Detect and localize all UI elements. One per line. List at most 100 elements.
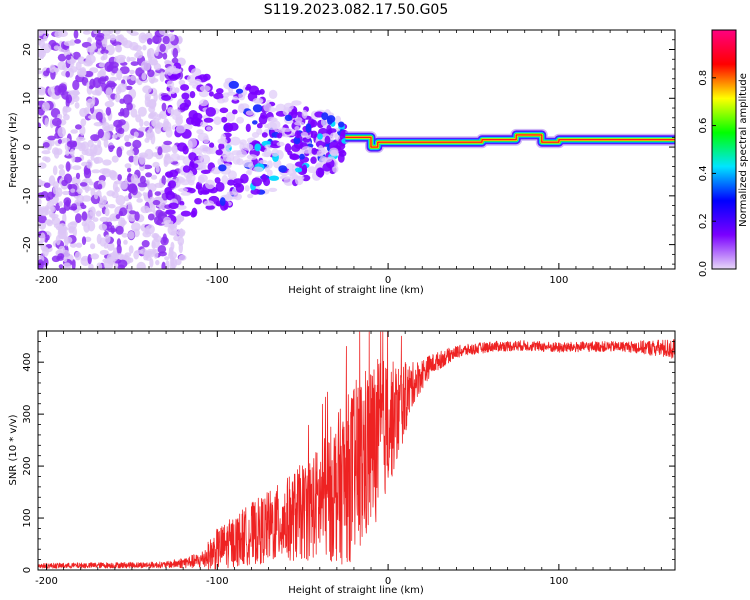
- spectrogram-transition-blob: [270, 117, 278, 123]
- spectrogram-noise-blob: [38, 198, 42, 206]
- spectrogram-noise-blob: [157, 245, 167, 254]
- spectrogram-noise-blob: [111, 155, 119, 163]
- spectrogram-transition-blob: [247, 193, 254, 199]
- spectrogram-transition-blob: [190, 68, 202, 77]
- spectrogram-transition-blob: [225, 111, 236, 122]
- spectrogram-transition-blob: [305, 123, 312, 133]
- spectrogram-noise-blob: [154, 49, 159, 57]
- spectrogram-noise-blob: [95, 210, 102, 217]
- spectrogram-transition-blob: [252, 120, 258, 125]
- spectrogram-noise-blob: [82, 30, 91, 35]
- spectrogram-noise-blob: [140, 205, 150, 214]
- spectrogram-transition-blob: [258, 159, 268, 164]
- spectrogram-transition-blob: [181, 92, 190, 100]
- spectrogram-transition-blob: [253, 166, 264, 173]
- spectrogram-noise-blob: [128, 155, 135, 163]
- spectrogram-noise-blob: [135, 78, 140, 83]
- spectrogram-noise-blob: [152, 35, 162, 45]
- spectrogram-noise-blob: [147, 213, 155, 221]
- spectrogram-transition-blob: [199, 162, 207, 171]
- spectrogram-transition-blob: [161, 94, 172, 101]
- spectrogram-noise-blob: [89, 78, 96, 89]
- spectrogram-noise-blob: [40, 232, 46, 243]
- spectrogram-noise-blob: [90, 243, 96, 250]
- spectrogram-transition-blob: [220, 133, 226, 143]
- spectrogram-transition-blob: [317, 133, 323, 140]
- spectrogram-noise-blob: [58, 164, 65, 170]
- spectrogram-noise-blob: [159, 71, 165, 82]
- spectrogram-noise-blob: [145, 130, 151, 141]
- spectrogram-noise-blob: [105, 106, 112, 116]
- spectrogram-transition-blob: [196, 129, 204, 135]
- spectrogram-transition-blob: [198, 153, 204, 162]
- spectrogram-transition-blob: [199, 99, 209, 107]
- spectrogram-noise-blob: [129, 210, 136, 215]
- spectrogram-noise-blob: [95, 111, 103, 121]
- spectrogram-noise-blob: [53, 45, 60, 50]
- spectrogram-noise-blob: [164, 59, 171, 65]
- spectrogram-transition-blob: [214, 177, 221, 184]
- snr-series-line: [38, 331, 675, 570]
- spectrogram-transition-blob: [202, 135, 210, 144]
- spectrogram-noise-blob: [118, 111, 125, 117]
- spectrogram-noise-blob: [47, 191, 54, 200]
- spectrogram-noise-blob: [104, 208, 110, 217]
- spectrogram-noise-blob: [157, 113, 162, 121]
- colorbar-tick-label: 0.6: [698, 118, 709, 134]
- spectrogram-xtick-label: -100: [206, 275, 229, 286]
- spectrogram-noise-blob: [58, 168, 66, 177]
- spectrogram-noise-blob: [147, 47, 155, 59]
- spectrogram-transition-blob: [186, 75, 198, 83]
- spectrogram-noise-blob: [128, 245, 134, 254]
- spectrogram-noise-blob: [154, 191, 161, 197]
- spectrogram-noise-blob: [159, 43, 166, 53]
- spectrogram-noise-blob: [131, 222, 141, 232]
- spectrogram-transition-blob: [198, 90, 209, 98]
- spectrogram-noise-blob: [63, 40, 74, 47]
- spectrogram-noise-blob: [51, 216, 61, 226]
- spectrogram-transition-blob: [318, 145, 324, 153]
- spectrogram-noise-blob: [124, 252, 132, 257]
- spectrogram-noise-blob: [169, 246, 174, 253]
- spectrogram-noise-blob: [75, 136, 86, 142]
- spectrogram-noise-blob: [90, 253, 100, 260]
- spectrogram-xlabel: Height of straight line (km): [288, 285, 424, 296]
- spectrogram-transition-blob: [246, 83, 252, 91]
- spectrogram-noise-blob: [97, 128, 104, 139]
- spectrogram-transition-blob: [285, 163, 295, 170]
- spectrogram-transition-blob: [169, 169, 179, 178]
- spectrogram-noise-blob: [117, 174, 122, 181]
- spectrogram-noise-blob: [124, 141, 132, 147]
- spectrogram-transition-blob: [168, 202, 179, 210]
- spectrogram-transition-blob: [321, 112, 329, 121]
- spectrogram-noise-blob: [150, 174, 158, 180]
- spectrogram-noise-blob: [172, 47, 179, 59]
- spectrogram-noise-blob: [146, 38, 153, 45]
- spectrogram-noise-blob: [114, 92, 121, 103]
- spectrogram-noise-blob: [74, 102, 80, 109]
- spectrogram-transition-blob: [171, 144, 178, 154]
- spectrogram-transition-blob: [217, 158, 224, 166]
- snr-xlabel: Height of straight line (km): [288, 585, 424, 596]
- spectrogram-transition-blob: [205, 205, 215, 210]
- spectrogram-noise-blob: [43, 34, 48, 42]
- spectrogram-transition-blob: [263, 102, 272, 112]
- spectrogram-ytick-label: 10: [22, 92, 33, 105]
- spectrogram-noise-blob: [83, 107, 91, 115]
- spectrogram-frame: [37, 29, 676, 270]
- spectrogram-noise-blob: [136, 261, 146, 269]
- snr-ytick-label: 300: [22, 405, 33, 424]
- spectrogram-transition-blob: [321, 157, 333, 163]
- spectrogram-transition-blob: [242, 143, 254, 151]
- spectrogram-noise-blob: [65, 54, 72, 61]
- spectrogram-transition-blob: [229, 122, 239, 131]
- spectrogram-noise-blob: [85, 54, 92, 66]
- spectrogram-transition-blob: [324, 135, 331, 145]
- spectrogram-noise-blob: [129, 69, 135, 75]
- spectrogram-noise-blob: [62, 106, 72, 113]
- spectrogram-noise-blob: [63, 114, 70, 121]
- spectrogram-noise-blob: [153, 92, 158, 103]
- spectrogram-noise-blob: [127, 167, 132, 173]
- spectrogram-noise-blob: [128, 57, 136, 62]
- spectrogram-transition-blob: [232, 155, 241, 165]
